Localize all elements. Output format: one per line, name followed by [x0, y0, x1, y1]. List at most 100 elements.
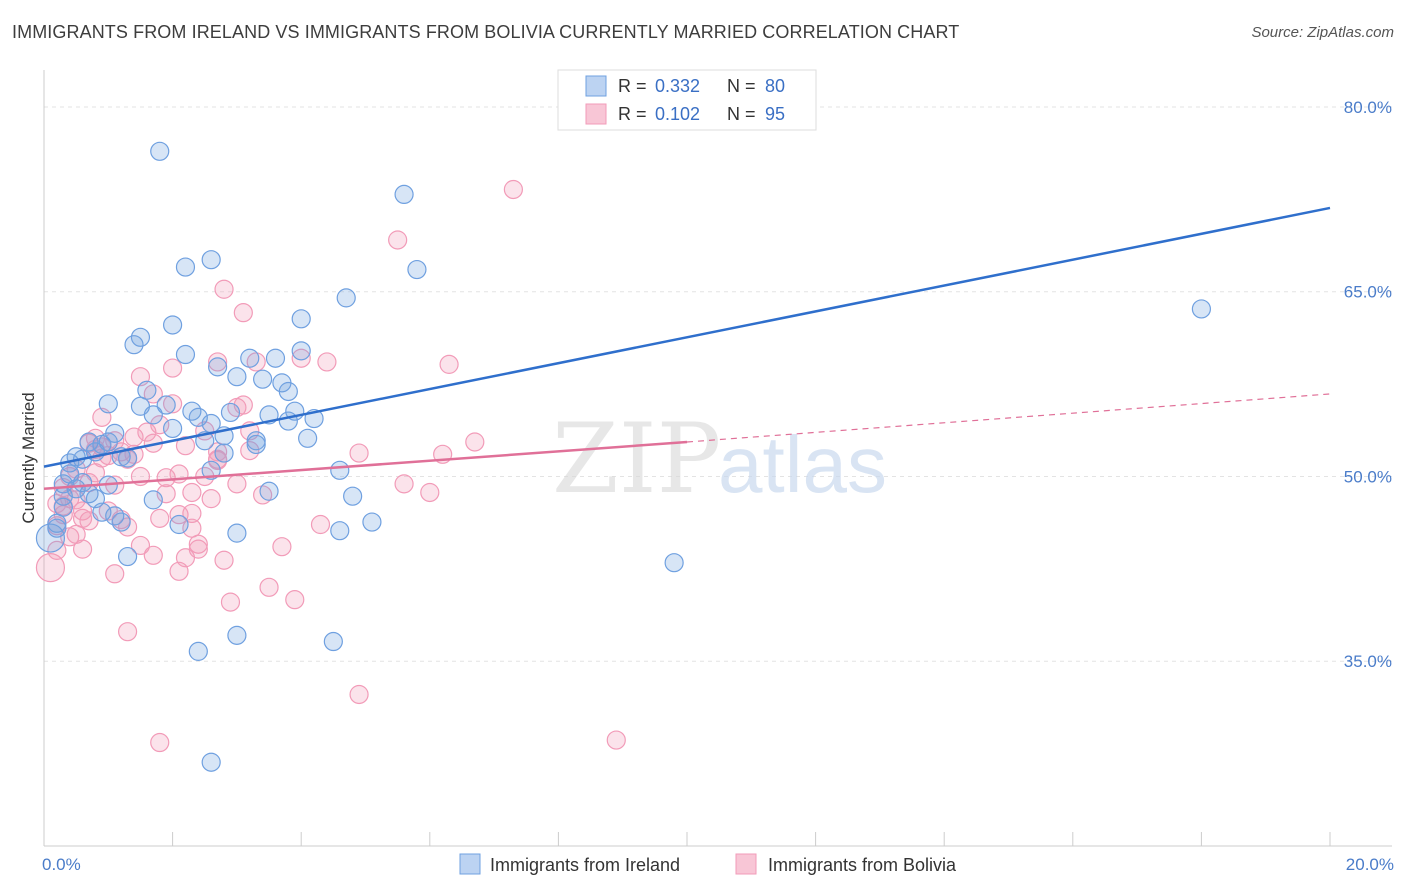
ireland-point-39: [188, 641, 208, 661]
watermark-atlas: atlas: [718, 420, 887, 509]
bolivia-point-34: [150, 732, 170, 753]
trend-line-bolivia: [43, 440, 688, 491]
ireland-point-75: [1191, 299, 1212, 319]
ireland-point-60: [278, 381, 298, 402]
ireland-point-18: [105, 423, 125, 443]
bolivia-point-37: [163, 394, 183, 414]
ireland-point-57: [265, 348, 286, 368]
legend-n-label-1: N =: [727, 76, 756, 96]
bottom-legend-swatch-ireland: [459, 853, 481, 875]
ireland-point-49: [227, 523, 247, 543]
bolivia-point-75: [465, 432, 485, 452]
ireland-point-27: [137, 380, 157, 400]
x-tick-marks: [43, 832, 1331, 846]
trend-line-bolivia-extension: [686, 393, 1331, 443]
ireland-point-32: [163, 315, 183, 335]
bolivia-point-69: [349, 684, 369, 705]
bolivia-point-72: [420, 482, 440, 503]
legend-r-value-2: 0.102: [655, 104, 700, 124]
bolivia-point-0: [35, 553, 66, 583]
ireland-point-31: [156, 395, 176, 415]
trend-line-ireland: [43, 206, 1331, 468]
ireland-point-79: [201, 460, 221, 480]
x-tick-label-0: 0.0%: [42, 855, 81, 874]
bolivia-point-74: [439, 354, 459, 374]
bolivia-point-50: [208, 352, 228, 372]
bolivia-point-55: [227, 474, 247, 494]
bolivia-point-32: [150, 508, 170, 528]
bolivia-point-47: [201, 489, 221, 509]
ireland-point-43: [201, 250, 221, 270]
bolivia-point-88: [182, 518, 202, 538]
bolivia-point-35: [156, 468, 176, 488]
bolivia-point-52: [214, 550, 234, 570]
legend-r-label-1: R =: [618, 76, 647, 96]
y-tick-label-1: 65.0%: [1344, 283, 1392, 302]
bolivia-point-66: [310, 514, 331, 535]
ireland-point-72: [394, 184, 414, 205]
y-tick-label-2: 50.0%: [1344, 467, 1392, 486]
ireland-point-28: [143, 405, 163, 425]
x-tick-label-1: 20.0%: [1346, 855, 1394, 874]
ireland-point-29: [143, 490, 163, 510]
legend-n-value-2: 95: [765, 104, 785, 124]
bolivia-point-42: [182, 482, 202, 503]
trend-lines: [43, 206, 1331, 491]
bottom-legend-ireland: Immigrants from Ireland: [490, 855, 680, 875]
bolivia-point-63: [272, 537, 292, 557]
bolivia-point-9: [72, 501, 93, 521]
ireland-point-23: [117, 546, 138, 567]
ireland-point-35: [175, 344, 196, 365]
ireland-point-51: [240, 348, 260, 368]
ireland-point-50: [227, 625, 247, 645]
bolivia-point-93: [72, 508, 93, 528]
ireland-point-74: [664, 553, 684, 573]
bolivia-point-41: [175, 436, 196, 456]
x-tick-labels: 0.0% 20.0%: [42, 855, 1394, 874]
bolivia-point-19: [105, 564, 125, 584]
series-bolivia-points: [35, 179, 626, 753]
bolivia-point-53: [220, 592, 241, 612]
ireland-point-69: [336, 288, 356, 308]
bolivia-point-87: [169, 505, 189, 525]
ireland-point-33: [163, 418, 183, 439]
ireland-point-68: [330, 521, 350, 541]
bolivia-point-65: [291, 348, 311, 368]
bolivia-point-64: [285, 590, 305, 610]
stats-legend: R = 0.332 N = 80 R = 0.102 N = 95: [557, 69, 817, 131]
ireland-point-67: [330, 460, 350, 480]
ireland-point-70: [343, 486, 363, 506]
ireland-point-20: [111, 512, 131, 532]
ireland-point-62: [291, 309, 311, 329]
ireland-point-53: [246, 434, 266, 455]
ireland-point-64: [298, 428, 318, 448]
gridlines: [44, 106, 1392, 662]
ireland-point-34: [169, 514, 189, 535]
y-axis-title: Currently Married: [19, 392, 38, 523]
ireland-point-30: [150, 141, 170, 161]
ireland-point-66: [323, 631, 343, 652]
legend-r-label-2: R =: [618, 104, 647, 124]
ireland-point-25: [130, 327, 151, 347]
series-ireland-points: [35, 141, 1212, 772]
bolivia-point-36: [163, 358, 183, 378]
bottom-legend-swatch-bolivia: [735, 853, 757, 875]
source-label: Source: ZipAtlas.com: [1251, 24, 1394, 41]
ireland-point-24: [124, 335, 144, 355]
bolivia-point-68: [349, 443, 369, 463]
bolivia-point-62: [259, 577, 279, 597]
bolivia-point-33: [150, 415, 170, 435]
ireland-point-54: [253, 369, 273, 389]
legend-swatch-ireland: [585, 75, 607, 97]
bolivia-point-51: [214, 279, 234, 299]
ireland-point-71: [362, 512, 382, 532]
legend-n-label-2: N =: [727, 104, 756, 124]
ireland-point-14: [92, 502, 112, 522]
ireland-point-76: [47, 518, 67, 538]
ireland-point-73: [407, 259, 427, 280]
bolivia-point-76: [503, 179, 523, 200]
bolivia-point-10: [72, 539, 93, 559]
ireland-point-47: [220, 402, 241, 423]
ireland-point-36: [175, 257, 196, 277]
